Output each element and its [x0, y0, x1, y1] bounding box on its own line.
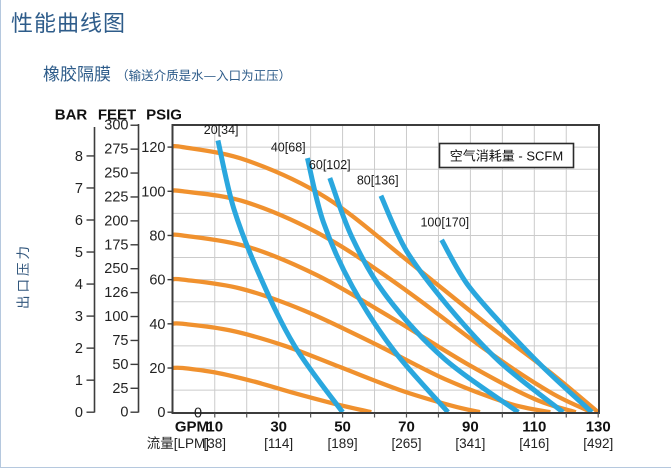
x-origin-label: 0	[194, 406, 202, 422]
legend-box	[438, 142, 575, 169]
curve-air-60scfm	[327, 177, 520, 414]
feet-tick-label: 275	[104, 142, 128, 158]
curve-label-air-40scfm: 40[68]	[271, 141, 306, 155]
curve-label-air-60scfm: 60[102]	[309, 158, 351, 172]
feet-axis-header: FEET	[98, 107, 136, 124]
gpm-tick-label: 10	[206, 419, 223, 436]
feet-tick-label: 75	[112, 333, 128, 349]
lpm-tick-label: [189]	[328, 436, 358, 451]
feet-tick-label: 225	[104, 189, 128, 205]
gpm-tick-label: 30	[270, 419, 287, 436]
gpm-tick-label: 130	[586, 419, 611, 436]
feet-tick-label: 175	[104, 237, 128, 253]
legend-label: 空气消耗量 - SCFM	[450, 149, 563, 164]
psig-tick-label: 100	[141, 184, 165, 200]
feet-tick-label: 50	[112, 357, 128, 373]
lpm-tick-label: [265]	[391, 436, 421, 451]
gpm-axis-prefix: GPM	[175, 419, 209, 436]
bar-tick-label: 1	[75, 373, 83, 389]
psig-tick-label: 120	[141, 140, 165, 156]
gpm-tick-label: 110	[522, 419, 546, 436]
curves-layer	[171, 139, 600, 414]
lpm-tick-label: [38]	[203, 436, 226, 451]
subtitle: 橡胶隔膜 （输送介质是水—入口为正压）	[43, 60, 291, 85]
curve-label-air-20scfm: 20[34]	[204, 123, 239, 137]
curve-air-80scfm	[378, 194, 565, 414]
bar-tick-label: 7	[75, 181, 83, 197]
lpm-tick-label: [416]	[519, 436, 549, 451]
gpm-tick-label: 50	[334, 419, 351, 436]
curve-labels-layer: 20[34] 40[68]60[102] 80[136] 100[170]	[204, 123, 469, 230]
feet-tick-label: 250	[104, 166, 128, 182]
bar-tick-label: 4	[75, 277, 83, 293]
gpm-tick-label: 70	[398, 419, 415, 436]
bar-tick-label: 5	[75, 245, 83, 261]
subtitle-note: （输送介质是水—入口为正压）	[116, 68, 292, 83]
feet-tick-label: 100	[104, 309, 128, 325]
feet-tick-label: 200	[104, 213, 128, 229]
page-title: 性能曲线图	[11, 12, 127, 37]
axes-layer: 8765432103002752502252001752501261007550…	[75, 118, 613, 451]
curve-air-100scfm	[439, 238, 594, 414]
bar-tick-label: 2	[75, 341, 83, 357]
curve-label-air-100scfm: 100[170]	[420, 216, 469, 230]
bar-tick-label: 8	[75, 149, 83, 165]
lpm-tick-label: [341]	[455, 436, 485, 451]
plot-border	[171, 124, 600, 414]
lpm-tick-label: [492]	[583, 436, 613, 451]
grid-layer	[172, 125, 599, 413]
diaphragm-type-label: 橡胶隔膜	[43, 65, 111, 85]
curve-air-20scfm	[215, 139, 345, 414]
curve-label-air-80scfm: 80[136]	[357, 174, 399, 188]
psig-axis-header: PSIG	[146, 107, 182, 124]
bar-tick-label: 6	[75, 213, 83, 229]
feet-tick-label: 25	[112, 381, 128, 397]
psig-tick-label: 40	[149, 317, 165, 333]
psig-tick-label: 20	[149, 361, 165, 377]
lpm-axis-prefix: 流量[LPM]	[147, 436, 209, 451]
lpm-tick-label: [114]	[264, 436, 293, 451]
feet-tick-label: 300	[104, 118, 128, 134]
bar-tick-label: 3	[75, 309, 83, 325]
bar-tick-label: 0	[75, 405, 83, 421]
feet-tick-label: 0	[120, 405, 128, 421]
psig-tick-label: 0	[157, 405, 165, 421]
feet-tick-label: 250	[104, 261, 128, 277]
curve-air-40scfm	[304, 157, 450, 414]
gpm-tick-label: 90	[462, 419, 479, 436]
feet-tick-label: 126	[104, 285, 128, 301]
bar-axis-header: BAR	[55, 107, 88, 124]
psig-tick-label: 60	[149, 273, 165, 289]
psig-tick-label: 80	[149, 228, 165, 244]
curve-flow-40psi	[171, 321, 481, 414]
